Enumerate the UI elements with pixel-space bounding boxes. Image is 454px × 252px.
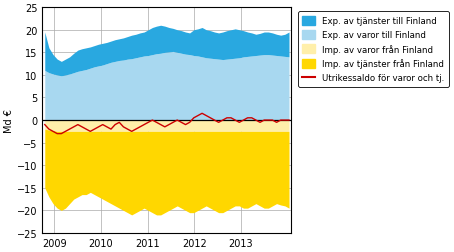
- Y-axis label: Md €: Md €: [4, 109, 14, 133]
- Legend: Exp. av tjänster till Finland, Exp. av varor till Finland, Imp. av varor från Fi: Exp. av tjänster till Finland, Exp. av v…: [298, 12, 449, 87]
